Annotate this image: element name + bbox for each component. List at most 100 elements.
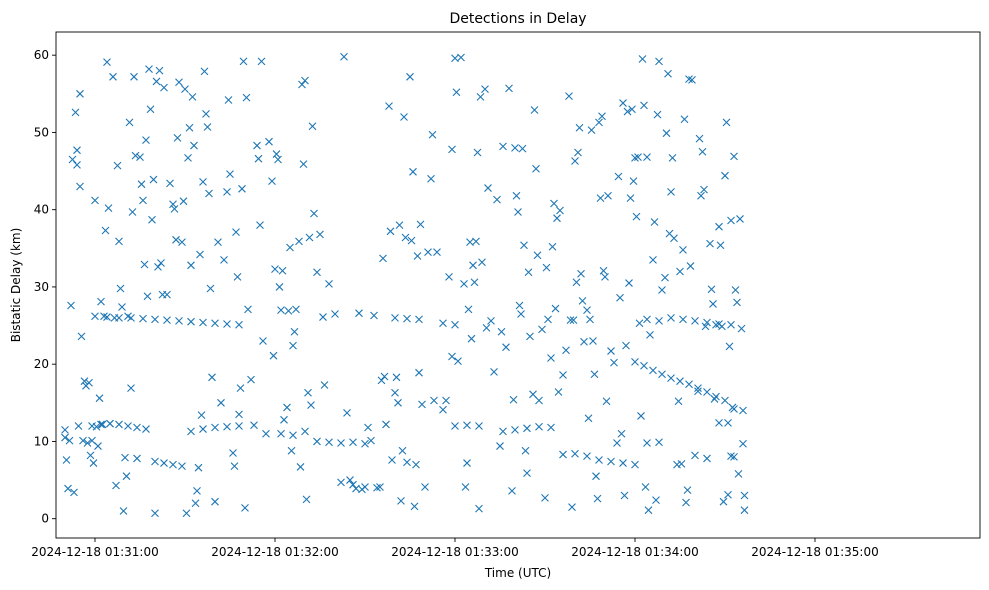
data-point <box>349 480 357 489</box>
data-point <box>160 83 168 92</box>
data-point <box>379 254 387 263</box>
data-point <box>614 172 623 181</box>
data-point <box>409 167 417 176</box>
data-point <box>515 301 524 310</box>
data-point <box>706 239 714 248</box>
data-point <box>179 197 188 206</box>
data-point <box>457 53 465 62</box>
data-point <box>337 478 345 487</box>
data-point <box>691 317 699 325</box>
data-point <box>511 143 519 152</box>
data-point <box>305 233 314 242</box>
data-point <box>175 78 183 87</box>
data-point <box>472 237 480 246</box>
data-point <box>715 419 723 427</box>
data-point <box>191 499 200 508</box>
data-point <box>290 327 299 336</box>
data-point <box>194 463 203 472</box>
data-point <box>151 509 159 518</box>
data-point <box>284 306 293 315</box>
data-point <box>269 351 278 360</box>
data-point <box>149 175 158 184</box>
data-point <box>331 310 339 318</box>
x-tick-label: 2024-12-18 01:33:00 <box>391 545 518 559</box>
data-point <box>145 65 153 73</box>
data-point <box>724 490 732 499</box>
data-point <box>61 425 69 434</box>
data-point <box>451 320 459 329</box>
data-point <box>532 164 540 173</box>
data-point <box>427 174 435 183</box>
data-point <box>337 439 345 447</box>
data-point <box>416 220 425 229</box>
data-point <box>580 337 588 346</box>
data-point <box>547 423 555 432</box>
data-point <box>238 184 246 193</box>
data-point <box>235 410 243 419</box>
y-axis: 0 10 20 30 40 50 60 <box>34 48 56 526</box>
data-point <box>139 314 147 323</box>
data-point <box>703 388 711 396</box>
data-point <box>565 92 573 101</box>
data-point <box>707 285 716 294</box>
data-point <box>655 317 663 325</box>
data-point <box>482 323 491 332</box>
data-point <box>512 191 521 200</box>
data-point <box>278 266 287 275</box>
data-point <box>667 374 675 382</box>
x-axis-label: Time (UTC) <box>484 566 551 580</box>
data-point <box>137 180 146 189</box>
data-point <box>433 248 441 257</box>
data-point <box>262 429 270 438</box>
data-point <box>313 268 321 277</box>
data-point <box>716 241 725 250</box>
data-point <box>424 248 432 257</box>
data-point <box>128 208 137 216</box>
data-point <box>265 137 273 146</box>
data-point <box>142 136 150 145</box>
data-point <box>533 251 542 260</box>
data-point <box>727 216 735 225</box>
data-point <box>277 306 285 314</box>
chart-title: Detections in Delay <box>449 11 586 27</box>
data-point <box>391 313 399 322</box>
data-point <box>187 317 195 326</box>
data-point <box>286 243 294 252</box>
data-point <box>583 306 591 314</box>
data-point <box>730 152 738 161</box>
data-point <box>475 504 483 513</box>
data-point <box>173 133 182 142</box>
data-point <box>442 396 450 405</box>
data-point <box>119 507 128 515</box>
data-point <box>115 313 123 322</box>
data-point <box>298 80 306 89</box>
data-point <box>653 110 662 119</box>
data-point <box>667 313 675 322</box>
data-point <box>697 191 705 200</box>
data-point <box>64 484 72 493</box>
data-point <box>152 77 161 86</box>
data-point <box>364 423 372 432</box>
data-point <box>289 431 297 440</box>
y-tick-label: 60 <box>34 48 49 62</box>
data-point <box>367 436 375 445</box>
data-point <box>695 134 704 143</box>
data-point <box>361 483 369 491</box>
data-point <box>268 177 276 185</box>
data-point <box>700 185 708 194</box>
data-point <box>469 261 477 270</box>
data-point <box>287 446 296 455</box>
x-tick-label: 2024-12-18 01:34:00 <box>571 545 698 559</box>
data-point <box>415 368 423 377</box>
data-point <box>644 506 653 515</box>
data-point <box>502 343 510 352</box>
data-point <box>181 85 189 94</box>
data-point <box>178 238 186 247</box>
data-point <box>667 188 675 196</box>
data-point <box>739 439 747 448</box>
data-point <box>190 141 198 150</box>
data-point <box>68 155 77 164</box>
data-point <box>631 460 639 469</box>
data-point <box>166 179 174 188</box>
data-point <box>235 320 243 329</box>
